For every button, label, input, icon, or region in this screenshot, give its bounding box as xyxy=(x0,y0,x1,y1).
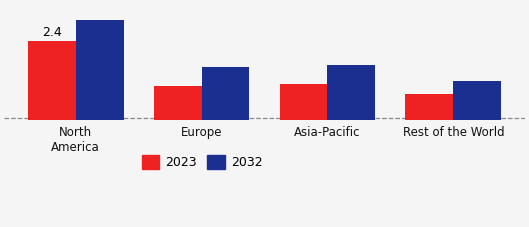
Bar xyxy=(28,41,76,120)
Legend: 2023, 2032: 2023, 2032 xyxy=(136,150,267,174)
Bar xyxy=(327,65,375,120)
Bar xyxy=(154,86,202,120)
Bar xyxy=(453,81,501,120)
Text: 2.4: 2.4 xyxy=(42,26,61,39)
Bar xyxy=(202,67,249,120)
Bar xyxy=(406,94,453,120)
Bar xyxy=(280,84,327,120)
Bar xyxy=(76,20,123,120)
